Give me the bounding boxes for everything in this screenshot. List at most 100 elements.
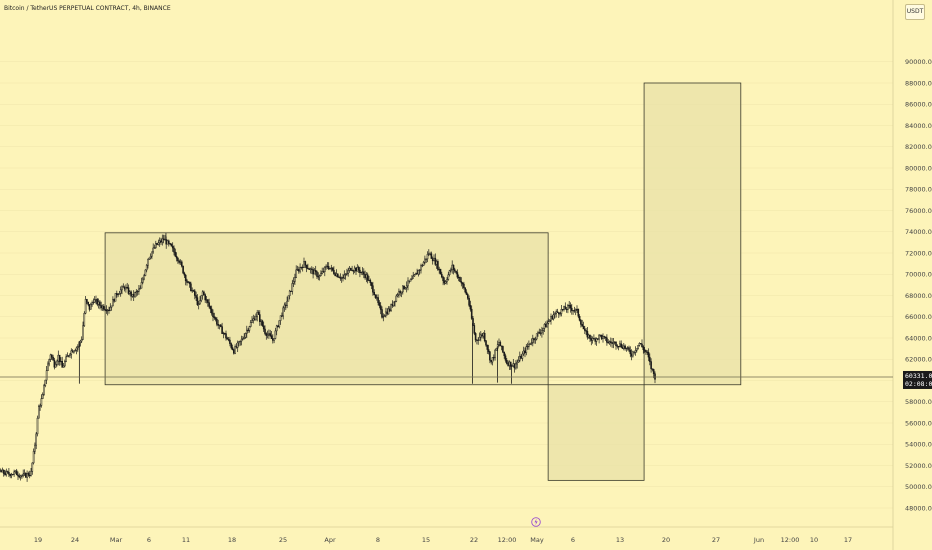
candle bbox=[21, 474, 23, 479]
candle bbox=[175, 252, 178, 262]
candle bbox=[226, 336, 229, 340]
candle bbox=[36, 415, 39, 437]
candle bbox=[127, 284, 130, 295]
candle bbox=[421, 263, 424, 268]
candle bbox=[625, 347, 628, 352]
candle bbox=[145, 263, 148, 273]
candle bbox=[139, 285, 141, 290]
x-tick-label: Jun bbox=[753, 536, 764, 544]
candle bbox=[259, 310, 261, 326]
candle bbox=[394, 300, 396, 307]
candle bbox=[591, 336, 594, 344]
candle bbox=[96, 297, 99, 307]
box-upside-target bbox=[643, 82, 742, 386]
candle bbox=[577, 308, 580, 319]
candle bbox=[412, 271, 414, 279]
candle bbox=[234, 344, 236, 355]
candle bbox=[450, 267, 452, 273]
candle bbox=[65, 354, 67, 363]
candle bbox=[91, 300, 93, 307]
candle bbox=[12, 473, 14, 476]
candle bbox=[446, 277, 448, 285]
candle bbox=[581, 319, 584, 327]
candle bbox=[109, 303, 112, 312]
candle bbox=[62, 362, 65, 368]
y-tick-label: 88000.0 bbox=[905, 79, 932, 87]
candle bbox=[60, 357, 62, 366]
candle bbox=[426, 251, 429, 263]
candle bbox=[214, 316, 217, 322]
candle bbox=[304, 260, 307, 268]
candle bbox=[441, 271, 443, 279]
candle bbox=[425, 258, 427, 264]
candle bbox=[634, 346, 637, 356]
candle bbox=[23, 469, 26, 477]
candle bbox=[337, 273, 339, 278]
candle bbox=[442, 275, 444, 286]
candle bbox=[563, 305, 565, 312]
candle bbox=[114, 293, 117, 302]
x-tick-label: Mar bbox=[110, 536, 123, 544]
candle bbox=[246, 325, 248, 339]
y-tick-label: 66000.0 bbox=[905, 313, 932, 321]
candle bbox=[617, 346, 620, 351]
candle bbox=[470, 305, 473, 320]
candle bbox=[294, 273, 296, 285]
candle bbox=[183, 271, 186, 278]
candle bbox=[586, 326, 589, 340]
candle bbox=[504, 353, 507, 363]
candle bbox=[542, 327, 545, 335]
candle bbox=[181, 260, 183, 268]
candle bbox=[161, 234, 164, 246]
candle bbox=[346, 268, 348, 276]
candle bbox=[58, 354, 61, 366]
candle bbox=[561, 308, 564, 312]
candle bbox=[8, 467, 10, 477]
candle bbox=[572, 309, 574, 315]
candle bbox=[552, 311, 555, 321]
candle bbox=[578, 314, 581, 322]
y-tick-label: 82000.0 bbox=[905, 143, 932, 151]
candle bbox=[468, 295, 470, 307]
candle bbox=[574, 308, 577, 316]
candle bbox=[305, 264, 308, 273]
candle bbox=[80, 336, 83, 344]
candle bbox=[359, 266, 361, 278]
candle bbox=[649, 353, 651, 366]
candle bbox=[357, 265, 360, 273]
candle bbox=[45, 366, 48, 384]
candle bbox=[447, 271, 450, 281]
candle bbox=[31, 462, 34, 475]
candle bbox=[266, 330, 269, 339]
y-tick-label: 54000.0 bbox=[905, 441, 932, 449]
candle bbox=[41, 392, 44, 400]
candle bbox=[200, 295, 203, 303]
candle bbox=[295, 265, 297, 279]
candles bbox=[0, 232, 656, 482]
candle bbox=[372, 281, 374, 296]
currency-button[interactable]: USDT bbox=[905, 4, 925, 20]
candle bbox=[314, 265, 317, 276]
candle bbox=[377, 294, 379, 306]
candle bbox=[25, 472, 27, 478]
candle bbox=[38, 404, 40, 419]
candle bbox=[569, 302, 572, 313]
candle bbox=[255, 313, 257, 321]
candle bbox=[184, 274, 187, 286]
candle bbox=[26, 470, 28, 482]
y-tick-label: 76000.0 bbox=[905, 207, 932, 215]
candle bbox=[652, 368, 655, 379]
candle bbox=[101, 304, 104, 311]
candle bbox=[140, 277, 143, 289]
candle bbox=[251, 316, 253, 323]
candle bbox=[52, 354, 54, 361]
candle bbox=[547, 318, 550, 325]
candle bbox=[30, 468, 32, 477]
candle bbox=[227, 336, 230, 342]
candle bbox=[387, 306, 390, 315]
candle bbox=[257, 310, 260, 315]
candle bbox=[71, 349, 74, 353]
candle bbox=[79, 339, 82, 347]
candle bbox=[207, 299, 209, 307]
